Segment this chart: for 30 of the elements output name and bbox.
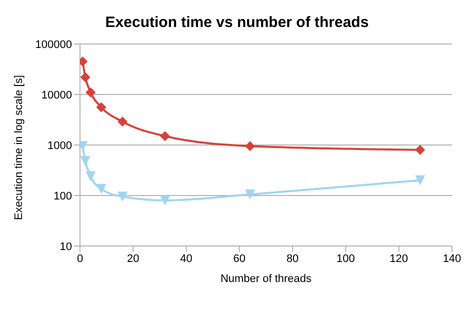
y-tick-label: 10000 (41, 89, 72, 102)
point (96, 184, 106, 194)
point (245, 189, 256, 200)
x-tick-label: 120 (390, 252, 408, 265)
x-axis-title: Number of threads (220, 273, 312, 285)
x-tick-label: 80 (286, 252, 299, 265)
point (415, 175, 426, 186)
y-tick-label: 1000 (48, 140, 72, 152)
point (86, 87, 96, 98)
x-tick-label: 0 (76, 252, 84, 265)
point (415, 144, 426, 155)
point (80, 72, 90, 82)
point (80, 156, 90, 166)
point (160, 195, 170, 206)
point (245, 141, 256, 152)
y-tick-label: 100 (54, 190, 72, 202)
x-tick-label: 140 (442, 252, 462, 265)
point (118, 116, 128, 127)
x-tick-label: 60 (233, 252, 246, 265)
y-axis-title: Execution time in log scale [s] (12, 75, 25, 220)
point (86, 171, 96, 182)
y-tick-label: 10 (60, 240, 72, 253)
y-tick-label: 100000 (35, 38, 72, 51)
point (160, 131, 170, 142)
x-tick-label: 40 (180, 252, 192, 265)
point (118, 192, 128, 202)
x-tick-label: 20 (127, 252, 140, 265)
x-tick-label: 100 (336, 252, 355, 265)
chart-title: Execution time vs number of threads (104, 14, 370, 33)
point (96, 102, 106, 112)
